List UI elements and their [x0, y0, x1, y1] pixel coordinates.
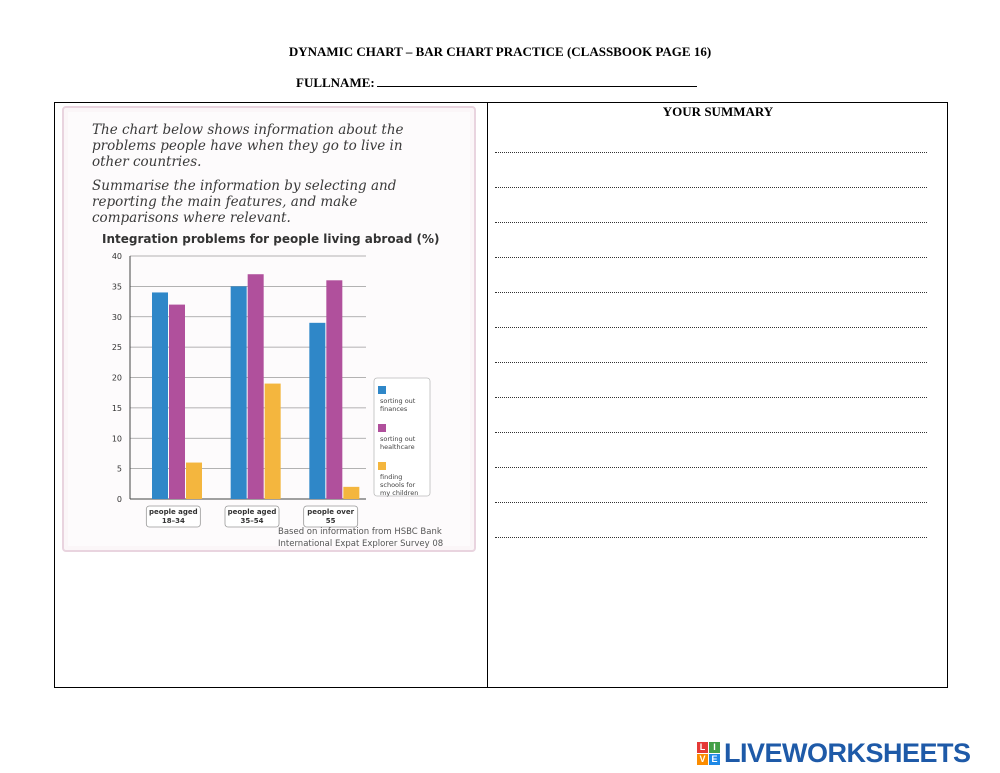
summary-writing-line[interactable] [495, 187, 927, 188]
legend-label: healthcare [380, 443, 415, 451]
fullname-label: FULLNAME: [296, 75, 375, 90]
task-card-inner: The chart below shows information about … [68, 112, 470, 549]
category-label-box [145, 505, 201, 528]
legend-swatch [378, 386, 386, 394]
bar [152, 292, 168, 499]
brand-icon-letter: V [697, 753, 708, 765]
summary-writing-line[interactable] [495, 152, 927, 153]
legend-box [373, 377, 431, 497]
legend-label: schools for [380, 481, 416, 489]
category-label-box [303, 505, 359, 528]
y-tick-label: 10 [112, 434, 122, 443]
bar [326, 280, 343, 499]
summary-writing-line[interactable] [495, 467, 927, 468]
legend-swatch [378, 424, 386, 432]
summary-writing-line[interactable] [495, 222, 927, 223]
legend-label: sorting out [380, 435, 416, 443]
chart-source: Based on information from HSBC Bank Inte… [278, 526, 478, 550]
y-tick-label: 5 [117, 465, 122, 474]
worksheet-table [54, 102, 948, 688]
summary-title: YOUR SUMMARY [662, 104, 774, 119]
chart-source-line-1: Based on information from HSBC Bank [278, 527, 442, 537]
summary-writing-line[interactable] [495, 257, 927, 258]
legend-swatch [378, 462, 386, 470]
category-label: 35–54 [241, 517, 264, 525]
bar [169, 304, 185, 499]
brand-icon-letter: E [709, 753, 720, 765]
summary-writing-line[interactable] [495, 502, 927, 503]
bar [230, 286, 247, 499]
legend-label: finances [380, 405, 408, 413]
summary-writing-line[interactable] [495, 397, 927, 398]
chart-source-line-2: International Expat Explorer Survey 08 [278, 539, 444, 549]
y-tick-label: 20 [112, 374, 122, 383]
category-label: people aged [228, 508, 277, 516]
brand-icon-letter: L [697, 741, 708, 753]
y-tick-label: 25 [112, 343, 122, 352]
column-divider [487, 102, 488, 688]
bar [309, 322, 326, 499]
legend-label: finding [380, 473, 402, 481]
y-tick-label: 40 [112, 252, 122, 261]
summary-writing-line[interactable] [495, 292, 927, 293]
summary-writing-line[interactable] [495, 327, 927, 328]
summary-writing-line[interactable] [495, 432, 927, 433]
fullname-field[interactable]: FULLNAME: [296, 75, 697, 91]
category-label: people aged [149, 508, 198, 516]
fullname-blank-line[interactable] [376, 75, 697, 87]
y-tick-label: 0 [117, 495, 122, 504]
brand-icon-letter: I [709, 741, 720, 753]
y-tick-label: 15 [112, 404, 122, 413]
bar [343, 486, 360, 499]
task-card: The chart below shows information about … [62, 106, 476, 552]
y-tick-label: 35 [112, 282, 122, 291]
category-label: 55 [326, 517, 336, 525]
summary-writing-line[interactable] [495, 537, 927, 538]
bar [247, 274, 264, 499]
category-label: people over [307, 508, 354, 516]
bar [264, 383, 281, 499]
summary-writing-line[interactable] [495, 362, 927, 363]
task-instruction-2: Summarise the information by selecting a… [92, 178, 397, 226]
legend-label: sorting out [380, 397, 416, 405]
chart-title: Integration problems for people living a… [102, 232, 440, 246]
task-instruction-1: The chart below shows information about … [92, 122, 404, 170]
y-tick-label: 30 [112, 313, 122, 322]
worksheet-title: DYNAMIC CHART – BAR CHART PRACTICE (CLAS… [288, 44, 712, 59]
category-label-box [224, 505, 280, 528]
brand-name: LIVEWORKSHEETS [724, 737, 971, 768]
category-label: 18–34 [162, 517, 185, 525]
legend-label: my children [380, 489, 418, 497]
bar [186, 462, 202, 499]
